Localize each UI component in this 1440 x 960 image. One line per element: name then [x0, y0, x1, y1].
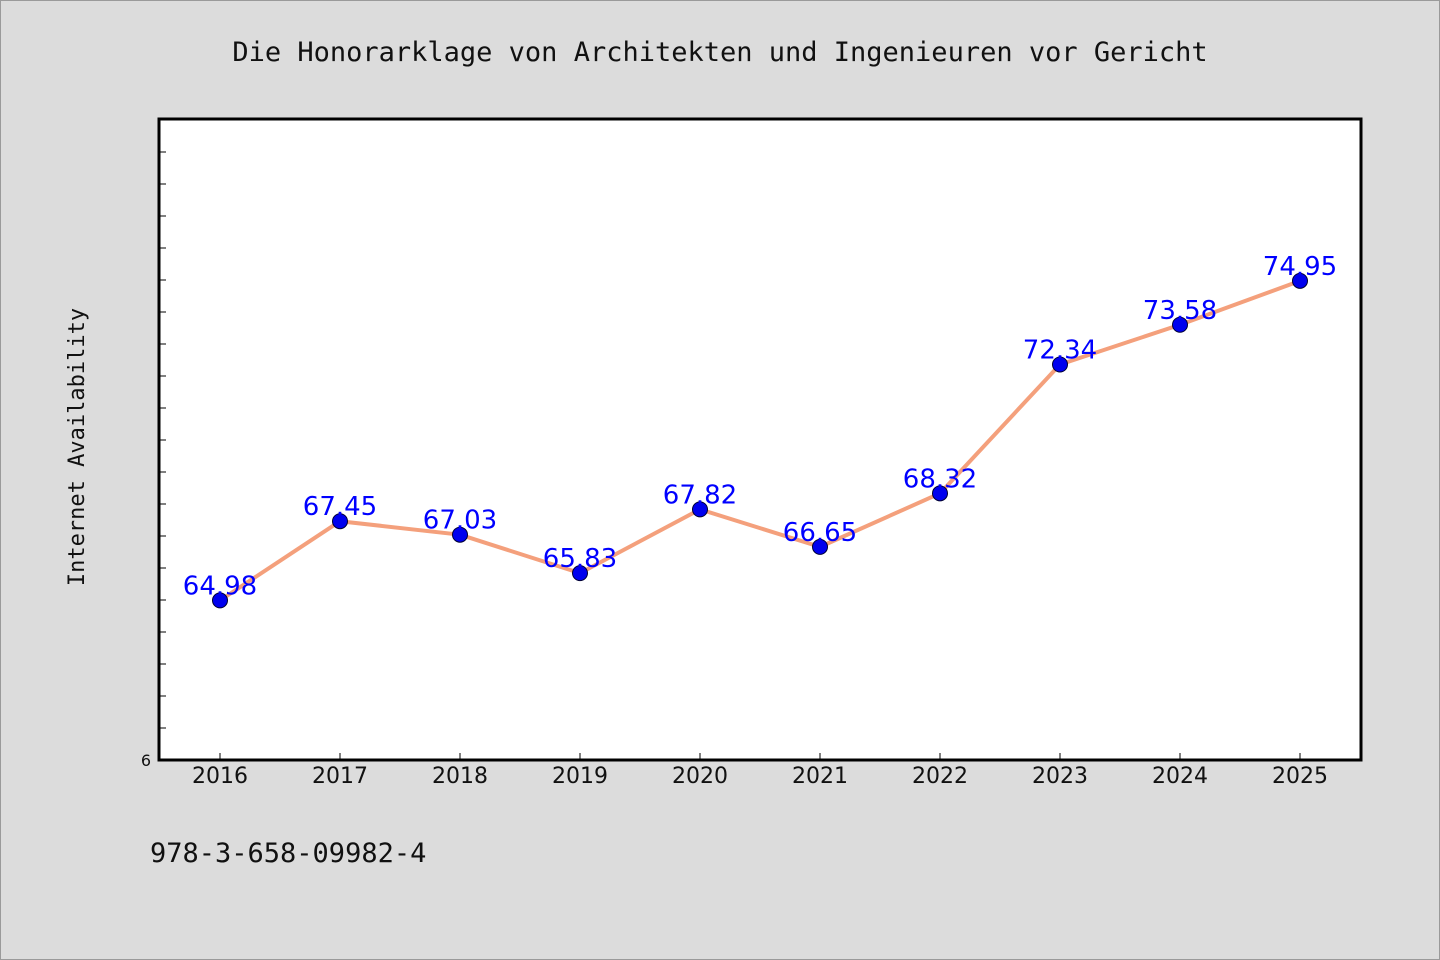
series-line: [218, 278, 1302, 603]
data-point-marker: [1172, 316, 1188, 333]
x-tick-label: 2016: [192, 764, 248, 789]
data-label: 67.03: [423, 506, 497, 536]
data-point-marker: [572, 565, 588, 582]
data-label: 65.83: [543, 544, 617, 574]
data-label: 67.45: [303, 492, 377, 522]
data-label: 67.82: [663, 480, 737, 510]
x-tick-label: 2025: [1272, 764, 1328, 789]
plot-area: [157, 117, 1363, 762]
x-axis-ticks: 2016 2017 2018 2019 2020 2021 2022 2023 2024 2025: [192, 753, 1328, 789]
isbn-footer: 978-3-658-09982-4: [150, 838, 426, 869]
data-point-marker: [452, 526, 468, 543]
data-label: 68.32: [903, 464, 977, 494]
data-point-marker: [1052, 356, 1068, 373]
x-tick-label: 2024: [1152, 764, 1208, 789]
data-label: 74.95: [1263, 252, 1337, 282]
data-point-marker: [332, 513, 348, 530]
x-tick-label: 2017: [312, 764, 368, 789]
chart-title: Die Honorarklage von Architekten und Ing…: [232, 37, 1207, 68]
x-tick-label: 2023: [1032, 764, 1088, 789]
data-label: 73.58: [1143, 296, 1217, 326]
y-axis-label: Internet Availability: [65, 308, 90, 586]
series-line-group: 64.98 67.45 67.03 65.83 67.82 66.65 68.32 72.34…: [183, 252, 1337, 609]
data-point-marker: [212, 592, 228, 609]
y-axis-ticks: [159, 151, 166, 729]
x-tick-label: 2021: [792, 764, 848, 789]
data-point-marker: [932, 485, 948, 502]
data-label: 72.34: [1023, 336, 1097, 366]
x-tick-label: 2022: [912, 764, 968, 789]
data-point-marker: [692, 501, 708, 518]
x-tick-label: 2019: [552, 764, 608, 789]
x-tick-label: 2018: [432, 764, 488, 789]
data-label: 64.98: [183, 571, 257, 601]
data-point-marker: [1292, 272, 1308, 289]
data-point-marker: [812, 538, 828, 555]
y-tick-label: 6: [141, 751, 151, 770]
x-tick-label: 2020: [672, 764, 728, 789]
data-label: 66.65: [783, 518, 857, 548]
